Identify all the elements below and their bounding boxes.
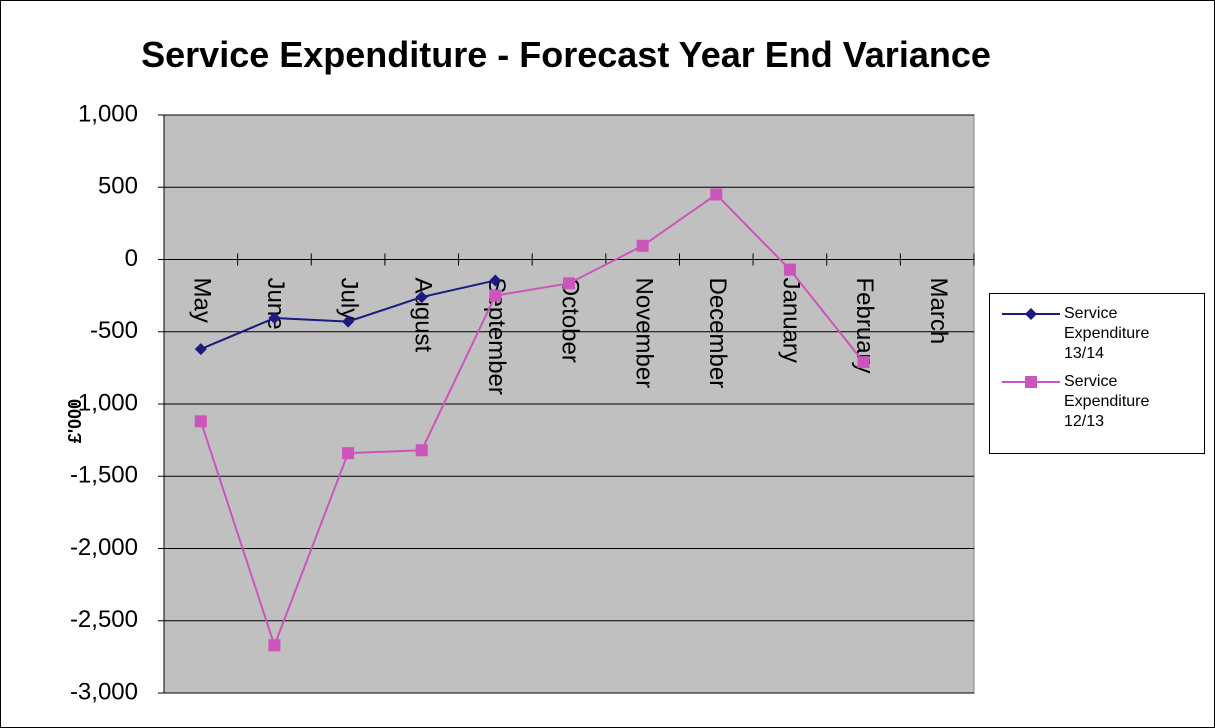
marker xyxy=(489,289,502,302)
x-tick-label: August xyxy=(409,278,436,353)
y-tick-label: -3,000 xyxy=(70,678,138,705)
marker xyxy=(194,343,207,356)
x-tick-label: October xyxy=(557,278,584,363)
legend-swatch xyxy=(1002,376,1060,388)
x-tick-label: May xyxy=(188,278,215,323)
y-tick-label: 0 xyxy=(125,245,138,272)
marker xyxy=(710,188,723,201)
series-line xyxy=(199,193,865,649)
marker xyxy=(342,447,355,460)
x-tick-label: January xyxy=(778,278,805,363)
y-tick-label: -1,500 xyxy=(70,462,138,489)
y-tick-label: -500 xyxy=(90,317,138,344)
y-axis-label: £'000 xyxy=(65,399,85,443)
y-tick-label: -2,500 xyxy=(70,606,138,633)
legend-label: Service Expenditure 12/13 xyxy=(1064,373,1150,430)
marker xyxy=(563,277,575,290)
marker xyxy=(342,315,355,328)
legend-entry: Service Expenditure 12/13 xyxy=(990,372,1204,432)
marker xyxy=(489,274,502,287)
chart-title: Service Expenditure - Forecast Year End … xyxy=(141,34,991,75)
legend-swatch xyxy=(1002,308,1060,320)
marker xyxy=(857,356,870,369)
marker xyxy=(783,263,796,276)
marker xyxy=(636,239,649,252)
marker xyxy=(268,639,281,652)
x-tick-label: November xyxy=(630,278,657,389)
y-tick-label: 1,000 xyxy=(78,100,138,127)
x-tick-label: July xyxy=(336,278,363,321)
y-tick-label: 500 xyxy=(98,173,138,200)
legend-entry: Service Expenditure 13/14 xyxy=(990,304,1204,364)
y-tick-label: -2,000 xyxy=(70,534,138,561)
marker xyxy=(415,444,428,457)
marker xyxy=(415,291,428,304)
x-tick-label: December xyxy=(704,278,731,389)
legend: Service Expenditure 13/14 Service Expendi… xyxy=(989,293,1205,454)
marker xyxy=(194,415,207,428)
legend-marker xyxy=(1025,308,1037,320)
x-tick-label: March xyxy=(925,278,952,345)
marker xyxy=(268,312,281,325)
legend-marker xyxy=(1025,376,1037,388)
legend-label: Service Expenditure 13/14 xyxy=(1064,305,1150,362)
y-tick-label: -1,000 xyxy=(70,389,138,416)
